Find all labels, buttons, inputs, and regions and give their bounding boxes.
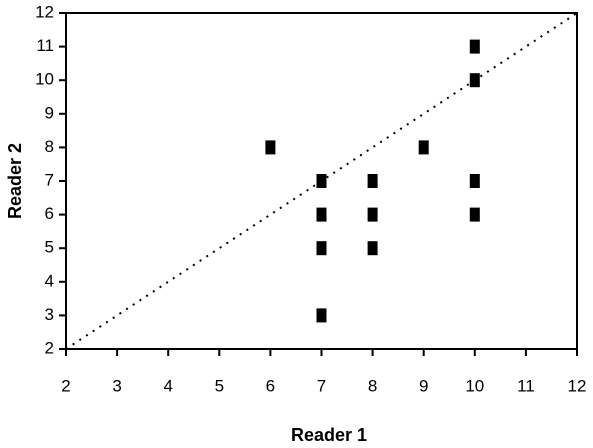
point [469, 174, 480, 188]
point [367, 207, 378, 222]
point [367, 174, 378, 188]
x-tick-label: 12 [568, 376, 587, 395]
point [316, 207, 327, 222]
x-tick-label: 2 [61, 376, 70, 395]
y-axis-label: Reader 2 [5, 143, 25, 219]
y-tick-label: 8 [45, 137, 54, 156]
x-tick-label: 6 [266, 376, 275, 395]
x-tick-label: 10 [465, 376, 484, 395]
x-axis-label: Reader 1 [291, 425, 367, 445]
point [469, 73, 480, 88]
point [265, 140, 276, 155]
y-tick-label: 6 [45, 204, 54, 223]
point [418, 140, 429, 155]
y-tick-label: 3 [45, 305, 54, 324]
x-tick-label: 7 [317, 376, 326, 395]
x-tick-label: 5 [215, 376, 224, 395]
y-tick-label: 2 [45, 338, 54, 357]
y-tick-label: 7 [45, 170, 54, 189]
point [469, 207, 480, 222]
point [367, 241, 378, 256]
x-tick-label: 11 [517, 376, 535, 395]
x-tick-label: 9 [419, 376, 428, 395]
y-tick-label: 10 [35, 70, 54, 89]
y-tick-label: 5 [45, 238, 54, 257]
x-tick-label: 8 [368, 376, 377, 395]
y-tick-label: 11 [36, 36, 54, 55]
point [316, 241, 327, 256]
y-tick-label: 12 [35, 2, 54, 21]
x-tick-label: 4 [163, 376, 172, 395]
point [316, 174, 327, 188]
point [316, 308, 327, 323]
y-tick-label: 4 [45, 271, 54, 290]
x-tick-label: 3 [112, 376, 121, 395]
point [469, 39, 480, 54]
y-tick-label: 9 [45, 103, 54, 122]
